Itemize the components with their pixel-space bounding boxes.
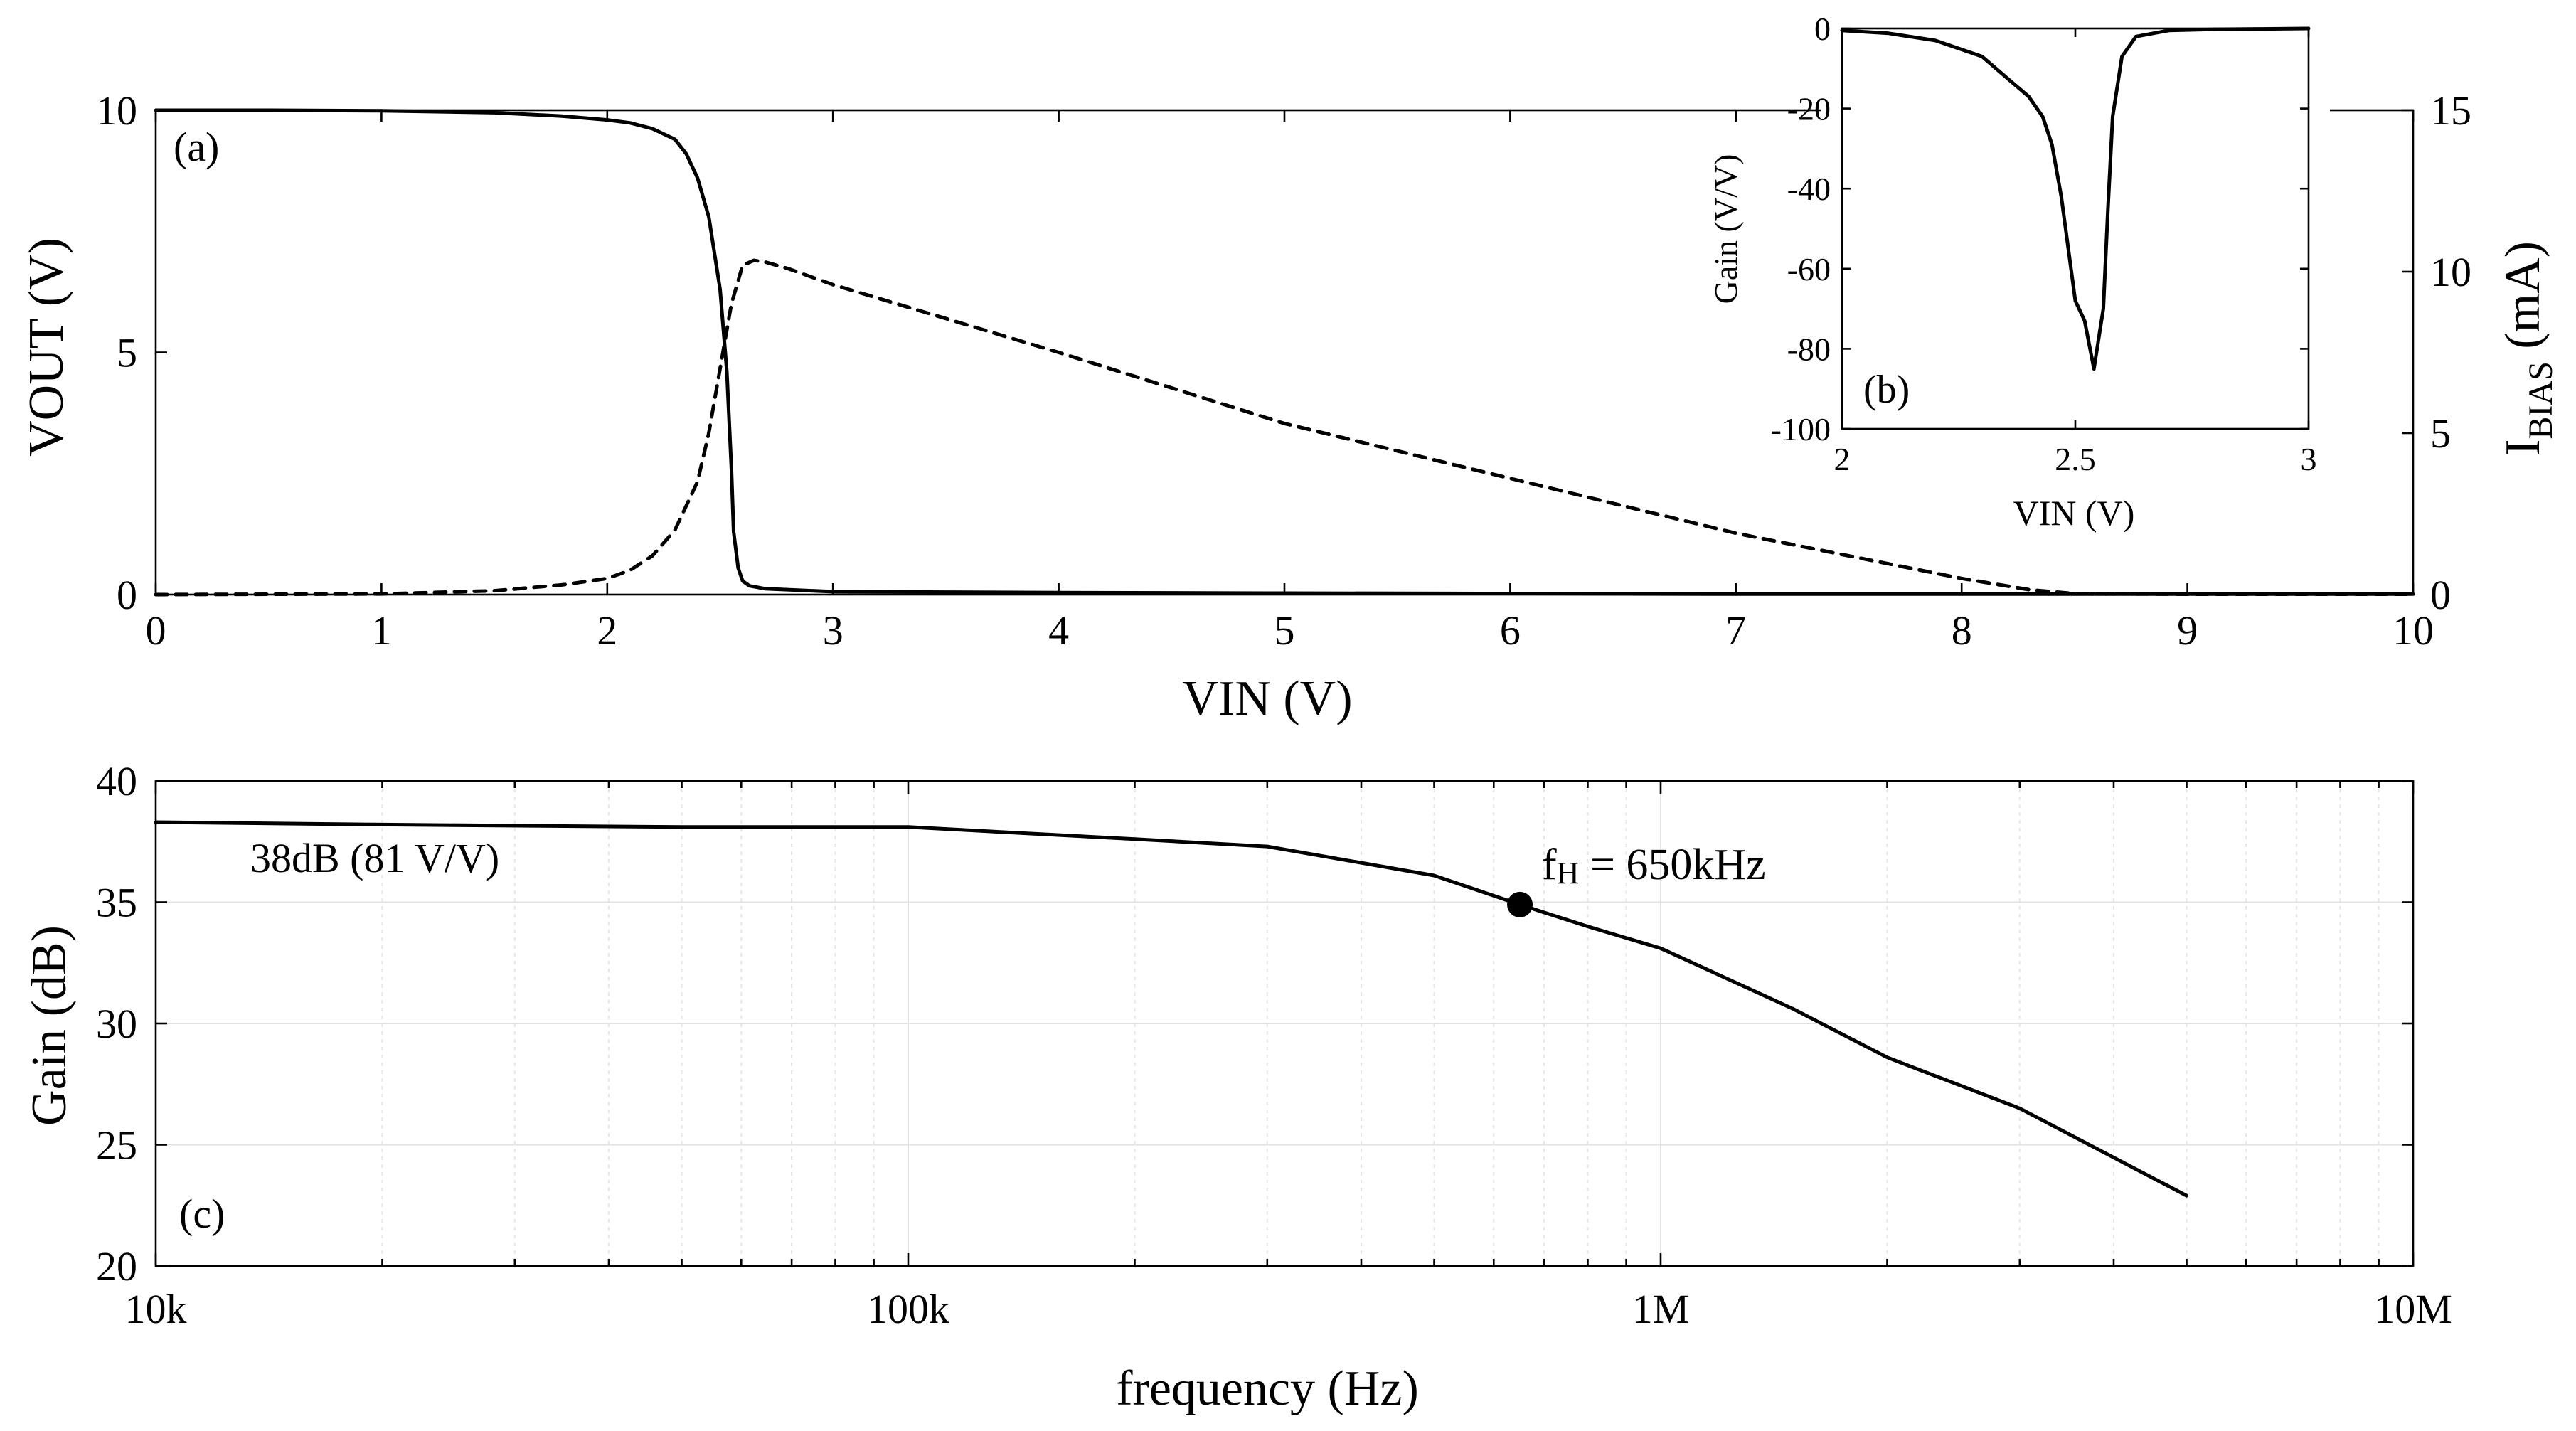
inset-y-tick-label: -20	[1787, 91, 1831, 127]
x-tick-label: 10k	[125, 1286, 187, 1332]
y2-tick-label: 5	[2430, 410, 2451, 457]
inset-y-tick-label: 0	[1814, 11, 1831, 47]
panel-a-x-axis-label: VIN (V)	[1182, 671, 1352, 726]
x-tick-label: 2	[597, 607, 617, 654]
y2-tick-label: 10	[2430, 249, 2471, 295]
x-tick-label: 9	[2177, 607, 2198, 654]
y-tick-label: 40	[96, 758, 137, 804]
inset-x-tick-label: 3	[2301, 441, 2317, 477]
y-tick-label: 30	[96, 1001, 137, 1047]
panel-a-y2-axis-label: IBIAS (mA)	[2496, 241, 2560, 456]
inset-x-tick-label: 2	[1834, 441, 1851, 477]
panel-c-plot-frame	[154, 780, 2415, 1267]
panel-b-inset-gain-chart: 2 2.5 3 -100 -80 -60 -40 -20 0	[1771, 7, 2330, 477]
x-tick-label: 7	[1725, 607, 1746, 654]
inset-x-tick-label: 2.5	[2055, 441, 2096, 477]
panel-c-label: (c)	[179, 1191, 225, 1237]
inset-gain-series-line	[1840, 26, 2311, 371]
y-tick-label: 5	[117, 330, 137, 376]
y2-tick-label: 0	[2430, 572, 2451, 618]
x-tick-label: 1M	[1632, 1286, 1690, 1332]
y-tick-label: 25	[96, 1122, 137, 1169]
panel-b-label: (b)	[1863, 368, 1910, 412]
inset-y-tick-label: -40	[1787, 171, 1831, 207]
y2-label-main: I	[2496, 440, 2550, 456]
panel-a-label: (a)	[174, 124, 219, 170]
y2-label-unit: (mA)	[2496, 241, 2550, 361]
ibias-series-line	[154, 258, 2415, 597]
panel-c-annotation: 38dB (81 V/V)	[250, 835, 499, 881]
y-tick-label: 0	[117, 572, 137, 618]
y2-tick-label: 15	[2430, 87, 2471, 134]
panel-c-marker-label: fH = 650kHz	[1542, 841, 1766, 890]
panel-a-y-axis-label: VOUT (V)	[19, 238, 74, 457]
x-tick-label: 3	[823, 607, 843, 654]
x-tick-label: 6	[1500, 607, 1521, 654]
fh-rest: = 650kHz	[1579, 841, 1765, 889]
x-tick-label: 4	[1048, 607, 1069, 654]
panel-c-frequency-response-chart: 10k 100k 1M 10M 20 25 30 35 40	[96, 758, 2452, 1332]
x-tick-label: 1	[371, 607, 392, 654]
x-tick-label: 5	[1274, 607, 1295, 654]
fh-main: f	[1542, 841, 1557, 889]
x-tick-label: 10	[2393, 607, 2434, 654]
inset-y-tick-label: -100	[1771, 411, 1831, 447]
y-tick-label: 35	[96, 880, 137, 926]
panel-b-x-axis-label: VIN (V)	[2013, 493, 2135, 533]
vout-series-line	[154, 108, 2415, 596]
fh-cutoff-marker	[1507, 891, 1533, 917]
x-tick-label: 0	[146, 607, 166, 654]
inset-y-tick-label: -80	[1787, 331, 1831, 367]
x-tick-label: 8	[1952, 607, 1972, 654]
inset-background	[1821, 7, 2330, 443]
fh-subscript: H	[1557, 856, 1580, 890]
panel-c-x-axis-label: frequency (Hz)	[1116, 1361, 1419, 1416]
y-tick-label: 10	[96, 87, 137, 134]
panel-b-y-axis-label: Gain (V/V)	[1708, 154, 1744, 304]
y2-label-subscript: BIAS	[2522, 361, 2560, 439]
x-tick-label: 100k	[867, 1286, 949, 1332]
inset-y-tick-label: -60	[1787, 251, 1831, 287]
frequency-gain-series-line	[154, 820, 2188, 1198]
y-tick-label: 20	[96, 1243, 137, 1289]
x-tick-label: 10M	[2374, 1286, 2452, 1332]
panel-c-y-axis-label: Gain (dB)	[22, 925, 77, 1126]
